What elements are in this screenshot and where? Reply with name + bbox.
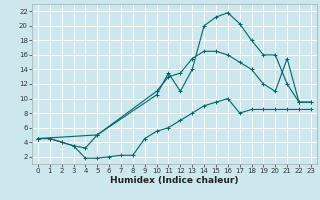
- X-axis label: Humidex (Indice chaleur): Humidex (Indice chaleur): [110, 176, 239, 185]
